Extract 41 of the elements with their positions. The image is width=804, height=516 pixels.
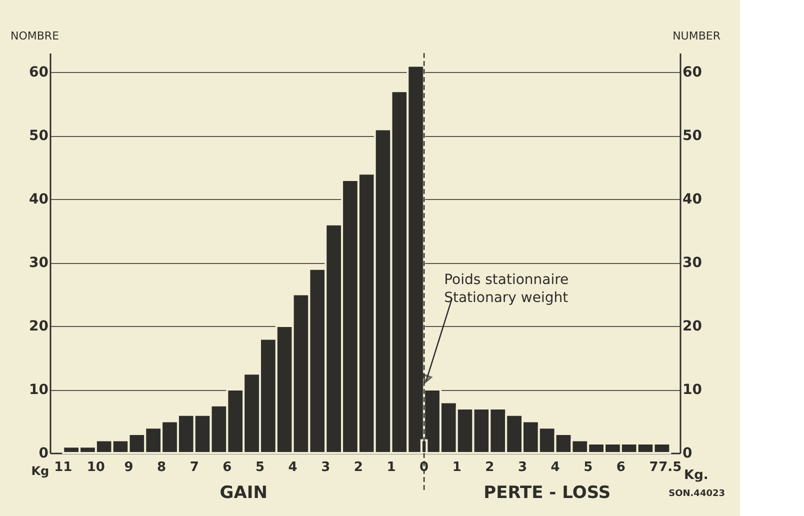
y-tick-label: 0 xyxy=(38,446,49,462)
x-tick-label: 7 xyxy=(649,460,658,475)
y2-tick-label: 40 xyxy=(682,192,702,208)
text: Kg. xyxy=(684,468,708,483)
x-tick-label: 5 xyxy=(255,460,265,475)
y-tick-label: 60 xyxy=(29,64,49,81)
x-tick-label: 6 xyxy=(222,460,232,475)
y2-tick-label: 0 xyxy=(682,446,692,462)
annotation: Poids stationnaire Stationary weight xyxy=(444,272,569,306)
x-tick-label: 7.5 xyxy=(658,460,682,475)
text: PERTE - LOSS xyxy=(484,483,611,503)
x-tick-label: 7 xyxy=(190,460,199,475)
y2-tick-label: 10 xyxy=(682,382,702,398)
y-tick-label: 40 xyxy=(29,192,49,208)
x-tick-label: 6 xyxy=(616,460,626,475)
x-tick-label: 5 xyxy=(584,460,593,475)
x-tick-label: 9 xyxy=(124,460,134,475)
text: GAIN xyxy=(220,483,268,503)
x-tick-label: 8 xyxy=(157,460,166,475)
y-tick-label: 30 xyxy=(29,255,49,272)
x-tick-label: 2 xyxy=(354,460,363,475)
y-tick-label: 50 xyxy=(29,128,49,144)
x-tick-label: 11 xyxy=(54,460,72,475)
y2-tick-label: 30 xyxy=(682,255,702,272)
y-tick-label: 20 xyxy=(29,318,49,335)
y2-tick-label: 60 xyxy=(682,64,702,81)
x-tick-label: 1 xyxy=(452,460,462,475)
y-axis-title: NOMBRE xyxy=(10,30,60,42)
text: Kg xyxy=(31,464,50,478)
text: SON.44023 xyxy=(668,489,725,499)
x-tick-label: 3 xyxy=(321,460,330,475)
y2-tick-label: 50 xyxy=(682,128,702,144)
x-tick-label: 2 xyxy=(485,460,494,475)
y2-axis-title: NUMBER xyxy=(672,30,721,42)
x-tick-label: 3 xyxy=(518,460,528,475)
x-tick-label: 4 xyxy=(288,460,298,475)
x-tick-label: 1 xyxy=(386,460,396,475)
y2-tick-label: 20 xyxy=(682,318,702,335)
x-tick-label: 4 xyxy=(550,460,560,475)
x-tick-label: 10 xyxy=(86,460,105,475)
y-tick-label: 10 xyxy=(29,382,49,398)
